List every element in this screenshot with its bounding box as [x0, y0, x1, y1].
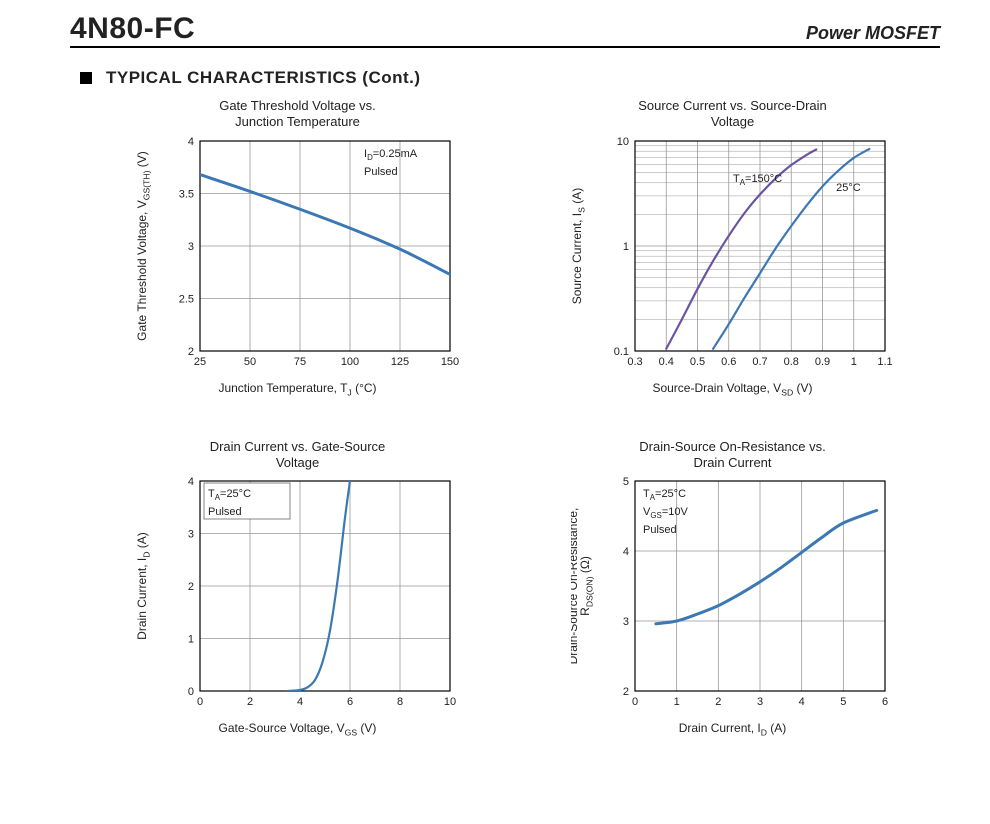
- svg-text:6: 6: [881, 696, 887, 708]
- y-axis-label: Gate Threshold Voltage, VGS(TH) (V): [136, 139, 154, 353]
- svg-text:0.7: 0.7: [752, 356, 767, 368]
- charts-grid: Gate Threshold Voltage vs. Junction Temp…: [110, 98, 920, 738]
- chart-svg: 0 1 2 3 4 5 6 2 3 4 5 Drain-Source On-Resistance,RD…: [571, 475, 895, 715]
- y-axis-label: Drain Current, ID (A): [136, 479, 154, 693]
- svg-text:3: 3: [187, 529, 193, 541]
- svg-text:1: 1: [673, 696, 679, 708]
- chart-title: Drain-Source On-Resistance vs. Drain Cur…: [545, 439, 920, 472]
- svg-text:125: 125: [390, 356, 408, 368]
- datasheet-page: 4N80-FC Power MOSFET TYPICAL CHARACTERIS…: [0, 0, 990, 768]
- svg-text:2: 2: [622, 686, 628, 698]
- svg-text:1.1: 1.1: [877, 356, 892, 368]
- curve-label: 25°C: [836, 181, 895, 193]
- section-heading: TYPICAL CHARACTERISTICS (Cont.): [80, 68, 940, 88]
- part-number: 4N80-FC: [70, 14, 195, 44]
- chart-svg: 0.3 0.4 0.5 0.6 0.7 0.8 0.9 1 1.1 0.1 1 10 Source Cu…: [571, 135, 895, 375]
- chart-rds-on: Drain-Source On-Resistance vs. Drain Cur…: [545, 439, 920, 738]
- condition-box: TA=25°CVGS=10VPulsed: [643, 487, 727, 537]
- svg-text:100: 100: [340, 356, 358, 368]
- chart-svg: 25 50 75 100 125 150 2 2.5 3 3.5 4 Gate Threshold V…: [136, 135, 460, 375]
- svg-text:0.4: 0.4: [658, 356, 673, 368]
- section-bullet-icon: [80, 72, 92, 84]
- svg-text:0: 0: [187, 686, 193, 698]
- svg-text:1: 1: [622, 241, 628, 253]
- chart-title: Drain Current vs. Gate-Source Voltage: [110, 439, 485, 472]
- svg-text:4: 4: [622, 546, 628, 558]
- svg-text:0.5: 0.5: [689, 356, 704, 368]
- svg-text:50: 50: [243, 356, 255, 368]
- svg-text:3.5: 3.5: [178, 188, 193, 200]
- svg-text:4: 4: [798, 696, 804, 708]
- svg-text:1: 1: [850, 356, 856, 368]
- svg-text:6: 6: [346, 696, 352, 708]
- chart-title: Source Current vs. Source-Drain Voltage: [545, 98, 920, 131]
- section-title: TYPICAL CHARACTERISTICS (Cont.): [106, 68, 421, 88]
- svg-text:0: 0: [631, 696, 637, 708]
- svg-text:0: 0: [196, 696, 202, 708]
- svg-text:5: 5: [622, 476, 628, 488]
- svg-text:10: 10: [616, 136, 628, 148]
- svg-text:0.8: 0.8: [783, 356, 798, 368]
- condition-box: TA=25°CPulsed: [208, 487, 292, 519]
- curve-label: TA=150°C: [733, 172, 823, 186]
- svg-text:4: 4: [187, 476, 193, 488]
- svg-text:2: 2: [187, 346, 193, 358]
- svg-text:3: 3: [756, 696, 762, 708]
- chart-title: Gate Threshold Voltage vs. Junction Temp…: [110, 98, 485, 131]
- x-axis-label: Source-Drain Voltage, VSD (V): [545, 381, 920, 397]
- y-axis-label: Drain-Source On-Resistance,RDS(ON) (Ω): [571, 479, 601, 693]
- svg-text:75: 75: [293, 356, 305, 368]
- device-type: Power MOSFET: [806, 24, 940, 44]
- svg-text:0.3: 0.3: [627, 356, 642, 368]
- x-axis-label: Drain Current, ID (A): [545, 721, 920, 737]
- svg-text:4: 4: [187, 136, 193, 148]
- svg-text:1: 1: [187, 634, 193, 646]
- svg-text:3: 3: [187, 241, 193, 253]
- svg-text:2: 2: [187, 581, 193, 593]
- x-axis-label: Gate-Source Voltage, VGS (V): [110, 721, 485, 737]
- svg-text:2: 2: [715, 696, 721, 708]
- svg-text:8: 8: [396, 696, 402, 708]
- chart-drain-current: Drain Current vs. Gate-Source Voltage 0 2 4…: [110, 439, 485, 738]
- chart-source-current: Source Current vs. Source-Drain Voltage 0…: [545, 98, 920, 397]
- svg-text:3: 3: [622, 616, 628, 628]
- svg-text:0.6: 0.6: [721, 356, 736, 368]
- svg-text:0.9: 0.9: [814, 356, 829, 368]
- condition-box: ID=0.25mAPulsed: [364, 147, 448, 179]
- svg-text:150: 150: [440, 356, 458, 368]
- svg-text:10: 10: [443, 696, 455, 708]
- svg-text:25: 25: [193, 356, 205, 368]
- x-axis-label: Junction Temperature, TJ (°C): [110, 381, 485, 397]
- svg-text:2.5: 2.5: [178, 293, 193, 305]
- svg-text:0.1: 0.1: [613, 346, 628, 358]
- chart-svg: 0 2 4 6 8 10 0 1 2 3 4 Drain Current, ID (A) TA=25°C…: [136, 475, 460, 715]
- y-axis-label: Source Current, IS (A): [571, 139, 589, 353]
- chart-gate-threshold: Gate Threshold Voltage vs. Junction Temp…: [110, 98, 485, 397]
- svg-text:2: 2: [246, 696, 252, 708]
- page-header: 4N80-FC Power MOSFET: [70, 14, 940, 48]
- svg-text:5: 5: [840, 696, 846, 708]
- svg-text:4: 4: [296, 696, 302, 708]
